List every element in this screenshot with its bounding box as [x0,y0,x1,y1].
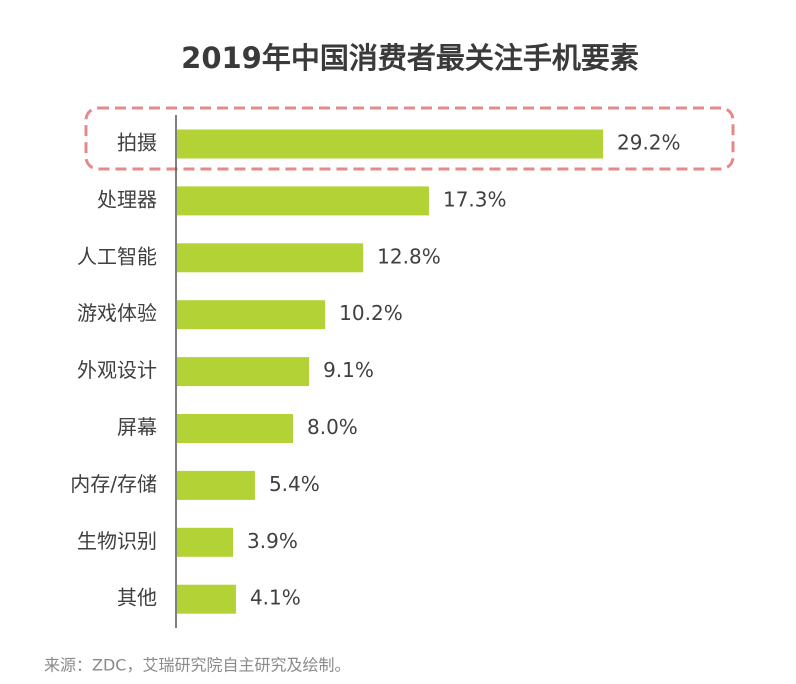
category-label: 其他 [117,586,157,610]
value-label: 5.4% [269,472,320,496]
chart-title: 2019年中国消费者最关注手机要素 [181,41,639,75]
bar [177,584,236,614]
bar [177,300,326,330]
category-label: 拍摄 [117,131,157,155]
category-label: 处理器 [97,187,157,211]
value-label: 17.3% [443,187,507,211]
bar [177,470,255,500]
value-label: 3.9% [247,529,298,553]
bar [177,357,310,387]
category-label: 游戏体验 [77,301,157,325]
bar [177,186,429,216]
bar [177,414,293,443]
category-label: 屏幕 [117,415,157,439]
value-label: 9.1% [323,358,374,382]
bar [177,527,234,557]
value-label: 29.2% [617,131,681,155]
category-label: 人工智能 [77,244,157,268]
value-label: 8.0% [307,415,358,439]
category-label: 外观设计 [77,358,157,382]
source-note: 来源：ZDC，艾瑞研究院自主研究及绘制。 [44,656,350,675]
value-label: 10.2% [339,301,403,325]
highlight-box [84,106,735,171]
category-label: 生物识别 [77,529,157,553]
bar [177,243,364,273]
value-label: 4.1% [250,586,301,610]
bar [177,129,603,159]
value-label: 12.8% [377,244,441,268]
category-label: 内存/存储 [70,472,157,496]
